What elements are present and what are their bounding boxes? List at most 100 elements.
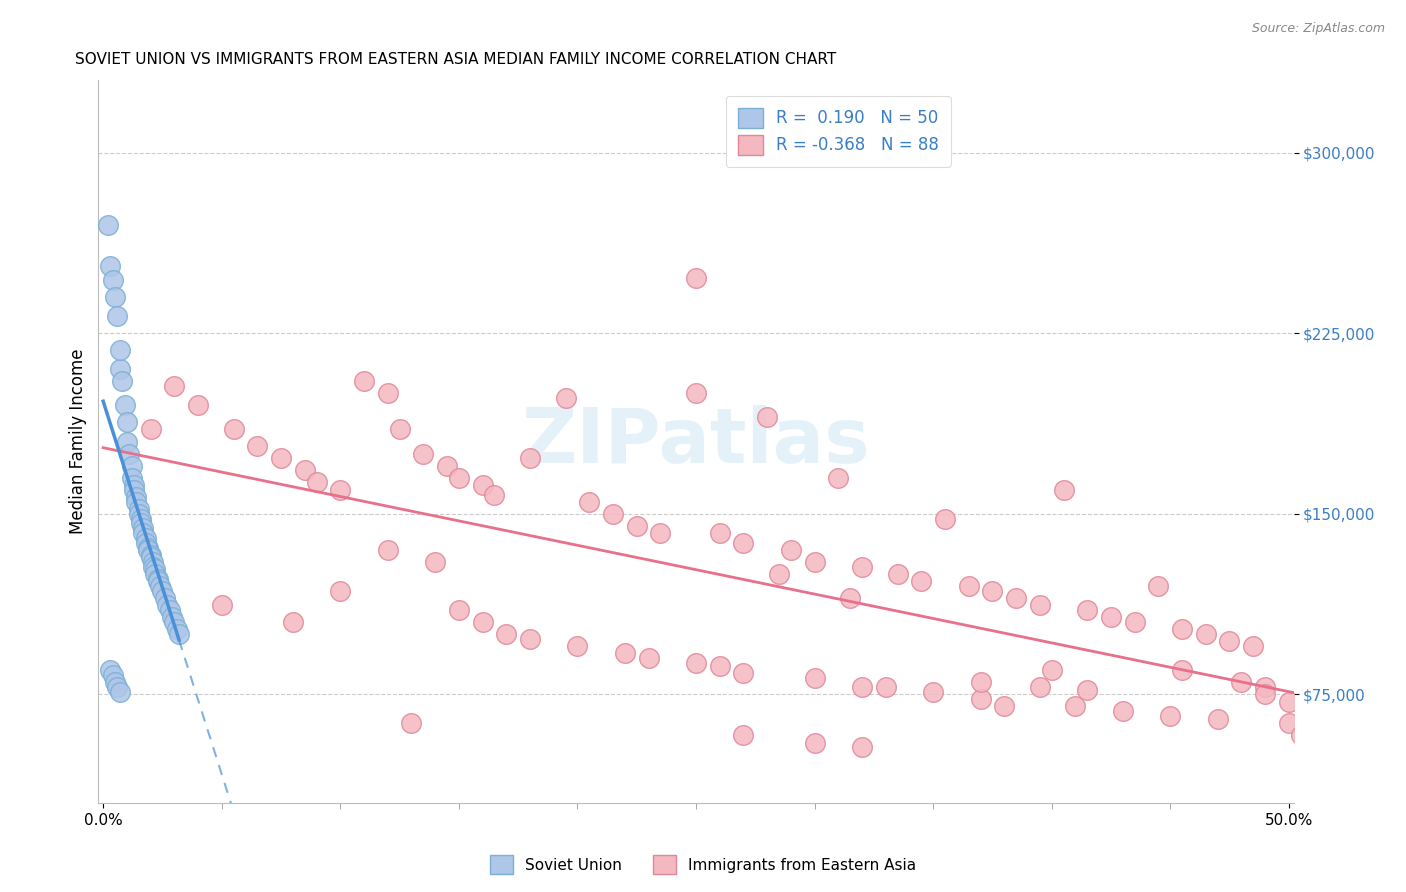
Point	[685, 386, 707, 401]
Point	[803, 735, 825, 749]
Point	[129, 516, 152, 531]
Point	[1112, 704, 1135, 718]
Point	[1278, 716, 1301, 731]
Point	[1076, 603, 1098, 617]
Point	[159, 603, 181, 617]
Legend: Soviet Union, Immigrants from Eastern Asia: Soviet Union, Immigrants from Eastern As…	[484, 849, 922, 880]
Point	[851, 559, 873, 574]
Point	[246, 439, 269, 453]
Point	[1171, 664, 1194, 678]
Point	[1254, 680, 1277, 694]
Point	[733, 665, 755, 680]
Point	[122, 483, 145, 497]
Point	[1005, 591, 1028, 606]
Point	[969, 675, 991, 690]
Point	[388, 423, 411, 437]
Point	[108, 362, 131, 376]
Point	[1159, 709, 1181, 723]
Point	[305, 475, 328, 490]
Point	[685, 270, 707, 285]
Point	[115, 415, 138, 429]
Point	[851, 740, 873, 755]
Legend: R =  0.190   N = 50, R = -0.368   N = 88: R = 0.190 N = 50, R = -0.368 N = 88	[725, 95, 950, 167]
Point	[132, 526, 155, 541]
Point	[519, 632, 541, 646]
Point	[111, 375, 134, 389]
Point	[139, 548, 162, 562]
Point	[1206, 712, 1229, 726]
Point	[1029, 599, 1052, 613]
Point	[160, 610, 183, 624]
Point	[1254, 687, 1277, 701]
Point	[733, 728, 755, 742]
Point	[222, 423, 245, 437]
Point	[1064, 699, 1087, 714]
Point	[121, 471, 143, 485]
Point	[139, 550, 162, 565]
Point	[613, 647, 636, 661]
Point	[104, 290, 127, 304]
Point	[122, 478, 145, 492]
Point	[132, 521, 155, 535]
Point	[329, 483, 352, 497]
Point	[146, 572, 169, 586]
Point	[484, 487, 506, 501]
Point	[969, 692, 991, 706]
Point	[851, 680, 873, 694]
Point	[294, 463, 316, 477]
Point	[166, 623, 188, 637]
Point	[135, 531, 157, 545]
Text: Source: ZipAtlas.com: Source: ZipAtlas.com	[1251, 22, 1385, 36]
Point	[1278, 695, 1301, 709]
Point	[803, 555, 825, 569]
Point	[827, 471, 849, 485]
Point	[163, 379, 186, 393]
Point	[128, 502, 150, 516]
Point	[957, 579, 980, 593]
Point	[709, 526, 731, 541]
Point	[756, 410, 779, 425]
Point	[105, 680, 128, 694]
Point	[163, 615, 186, 630]
Point	[115, 434, 138, 449]
Point	[142, 555, 165, 569]
Point	[1076, 682, 1098, 697]
Point	[447, 603, 470, 617]
Point	[733, 535, 755, 549]
Point	[886, 567, 908, 582]
Point	[436, 458, 458, 473]
Point	[1230, 675, 1253, 690]
Point	[1289, 728, 1312, 742]
Point	[136, 542, 159, 557]
Point	[142, 559, 165, 574]
Point	[329, 583, 352, 598]
Point	[377, 386, 399, 401]
Point	[1052, 483, 1074, 497]
Point	[495, 627, 517, 641]
Point	[447, 471, 470, 485]
Point	[104, 675, 127, 690]
Text: SOVIET UNION VS IMMIGRANTS FROM EASTERN ASIA MEDIAN FAMILY INCOME CORRELATION CH: SOVIET UNION VS IMMIGRANTS FROM EASTERN …	[75, 52, 835, 67]
Point	[97, 218, 120, 232]
Point	[779, 542, 801, 557]
Point	[567, 639, 589, 653]
Point	[1171, 623, 1194, 637]
Point	[423, 555, 446, 569]
Point	[143, 562, 166, 576]
Point	[377, 542, 399, 557]
Point	[353, 375, 375, 389]
Point	[768, 567, 790, 582]
Point	[136, 541, 159, 555]
Point	[934, 511, 956, 525]
Point	[101, 273, 124, 287]
Point	[281, 615, 304, 630]
Point	[839, 591, 862, 606]
Point	[1241, 639, 1264, 653]
Point	[1218, 634, 1240, 648]
Point	[578, 494, 600, 508]
Text: ZIPatlas: ZIPatlas	[522, 405, 870, 478]
Point	[650, 526, 672, 541]
Point	[156, 599, 179, 613]
Point	[98, 259, 121, 273]
Point	[1123, 615, 1146, 630]
